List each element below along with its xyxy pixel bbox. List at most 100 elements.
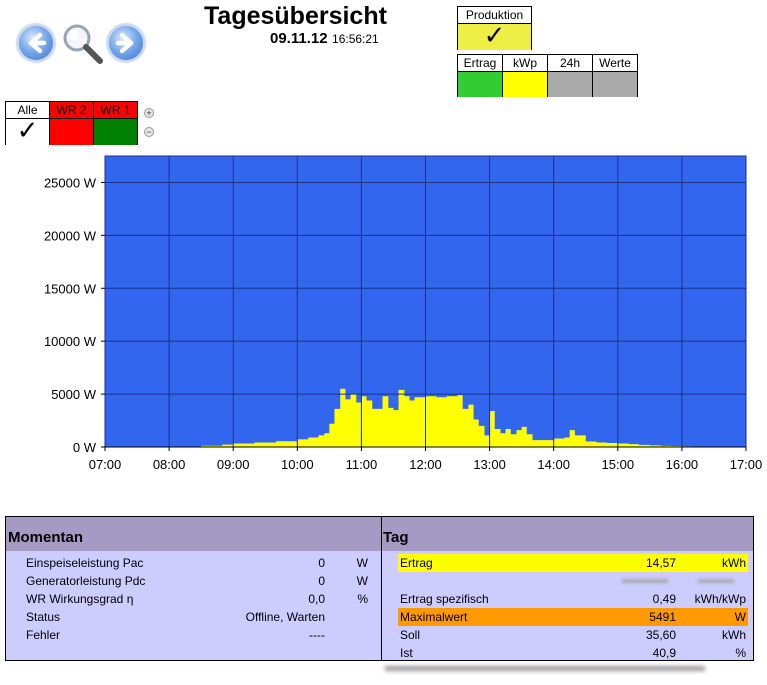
tab-werte-swatch <box>593 72 637 97</box>
produktion-swatch: ✓ <box>458 21 531 51</box>
momentan-row: WR Wirkungsgrad η 0,0 % <box>6 590 381 608</box>
x-tick-label: 15:00 <box>602 457 635 472</box>
momentan-row-label: Status <box>26 610 61 624</box>
tag-row-blurred <box>398 572 748 590</box>
inverter-wr2[interactable]: WR 2 <box>50 102 94 145</box>
tag-row-unit: kWh/kWp <box>694 592 746 606</box>
tag-row-soll: Soll 35,60 kWh <box>398 626 748 644</box>
momentan-row-value: Offline, Warten <box>245 610 325 624</box>
tag-row-value: 0,49 <box>652 592 676 606</box>
y-tick-label: 0 W <box>73 440 97 455</box>
momentan-row: Generatorleistung Pdc 0 W <box>6 572 381 590</box>
daily-power-chart: 0 W 5000 W 10000 W 15000 W 20000 W 25000 W 07:… <box>44 155 763 472</box>
inverter-alle-label: Alle <box>6 102 49 119</box>
tab-ertrag-swatch <box>458 72 502 97</box>
y-tick-label: 5000 W <box>51 387 97 402</box>
tag-row-ertrag: Ertrag 14,57 kWh <box>398 554 748 572</box>
tag-row-label: Soll <box>400 628 421 642</box>
y-tick-label: 10000 W <box>44 334 97 349</box>
y-tick-label: 25000 W <box>44 175 97 190</box>
tag-row-value: 40,9 <box>652 646 676 660</box>
momentan-row: Status Offline, Warten <box>6 608 381 626</box>
momentan-row-unit: W <box>356 574 368 588</box>
x-tick-label: 13:00 <box>473 457 506 472</box>
produktion-label: Produktion <box>458 7 531 24</box>
tab-kwp-swatch <box>503 72 547 97</box>
panel-header: Momentan Tag <box>6 517 753 551</box>
x-tick-label: 12:00 <box>409 457 442 472</box>
momentan-row-value: ---- <box>309 628 325 642</box>
tag-row-label: Ertrag <box>400 556 433 570</box>
back-button[interactable] <box>17 24 55 62</box>
blurred-placeholder <box>622 579 668 583</box>
momentan-row-label: Generatorleistung Pdc <box>26 574 146 588</box>
tag-row-ist: Ist 40,9 % <box>398 644 748 662</box>
tab-24h-label: 24h <box>548 55 592 72</box>
magnifier-icon <box>63 24 103 64</box>
power-area-series <box>179 388 706 447</box>
tag-row-value: 35,60 <box>645 628 676 642</box>
date-time: 09.11.12 16:56:21 <box>270 30 379 48</box>
momentan-row-unit: % <box>357 592 368 606</box>
panel-divider <box>381 517 382 660</box>
x-tick-label: 10:00 <box>281 457 314 472</box>
x-tick-label: 11:00 <box>346 457 378 472</box>
momentan-row-value: 0,0 <box>308 592 325 606</box>
info-panel: Momentan Tag Einspeiseleistung Pac 0 W G… <box>5 516 754 661</box>
tab-kwp[interactable]: kWp <box>503 55 548 97</box>
tag-row-ertrag-spezifisch: Ertrag spezifisch 0,49 kWh/kWp <box>398 590 748 608</box>
tag-row-maximalwert: Maximalwert 5491 W <box>398 608 748 626</box>
momentan-title: Momentan <box>8 529 83 546</box>
tag-row-unit: kWh <box>722 628 746 642</box>
inverter-wr2-swatch <box>50 119 93 145</box>
produktion-toggle[interactable]: Produktion ✓ <box>457 6 532 50</box>
tag-rows: Ertrag 14,57 kWh Ertrag spezifisch 0,49 … <box>398 554 748 662</box>
tab-24h-swatch <box>548 72 592 97</box>
tab-24h[interactable]: 24h <box>548 55 593 97</box>
inverter-alle[interactable]: Alle ✓ <box>6 102 50 146</box>
y-tick-label: 15000 W <box>44 281 97 296</box>
blurred-placeholder <box>698 579 734 583</box>
momentan-row-label: Fehler <box>26 628 61 642</box>
tab-kwp-label: kWp <box>503 55 547 72</box>
tag-row-unit: % <box>735 646 746 660</box>
search-button[interactable] <box>60 22 104 66</box>
momentan-rows: Einspeiseleistung Pac 0 W Generatorleist… <box>6 554 381 644</box>
momentan-row-label: Einspeiseleistung Pac <box>26 556 144 570</box>
tab-werte[interactable]: Werte <box>593 55 637 97</box>
x-tick-label: 14:00 <box>537 457 570 472</box>
check-icon: ✓ <box>16 116 39 146</box>
zoom-out-button[interactable]: − <box>144 127 154 137</box>
tag-row-value: 14,57 <box>645 556 676 570</box>
x-tick-label: 07:00 <box>89 457 122 472</box>
x-tick-label: 08:00 <box>153 457 186 472</box>
momentan-row-unit: W <box>356 556 368 570</box>
check-icon: ✓ <box>483 21 506 51</box>
x-tick-label: 09:00 <box>217 457 250 472</box>
inverter-selector: Alle ✓ WR 2 WR 1 <box>5 101 138 145</box>
tag-title: Tag <box>383 529 409 546</box>
date-label: 09.11.12 <box>270 30 328 47</box>
momentan-row: Fehler ---- <box>6 626 381 644</box>
y-tick-label: 20000 W <box>44 228 97 243</box>
momentan-row-value: 0 <box>318 556 325 570</box>
tag-row-label: Maximalwert <box>400 610 468 624</box>
zoom-in-button[interactable]: + <box>144 108 154 118</box>
tab-ertrag[interactable]: Ertrag <box>458 55 503 97</box>
inverter-alle-swatch: ✓ <box>6 116 49 146</box>
arrow-left-icon <box>28 32 47 54</box>
tag-row-label: Ertrag spezifisch <box>400 592 489 606</box>
arrow-right-icon <box>115 32 134 54</box>
x-tick-label: 16:00 <box>666 457 699 472</box>
tag-row-value: 5491 <box>649 610 676 624</box>
x-tick-label: 17:00 <box>730 457 763 472</box>
tab-werte-label: Werte <box>593 55 637 72</box>
tag-row-unit: W <box>734 610 746 624</box>
inverter-wr1[interactable]: WR 1 <box>94 102 137 145</box>
momentan-row-label: WR Wirkungsgrad η <box>26 592 134 606</box>
momentan-row: Einspeiseleistung Pac 0 W <box>6 554 381 572</box>
forward-button[interactable] <box>107 24 145 62</box>
inverter-wr1-swatch <box>94 119 137 145</box>
inverter-wr1-label: WR 1 <box>94 102 137 119</box>
view-tabs: Ertrag kWp 24h Werte <box>457 54 638 97</box>
